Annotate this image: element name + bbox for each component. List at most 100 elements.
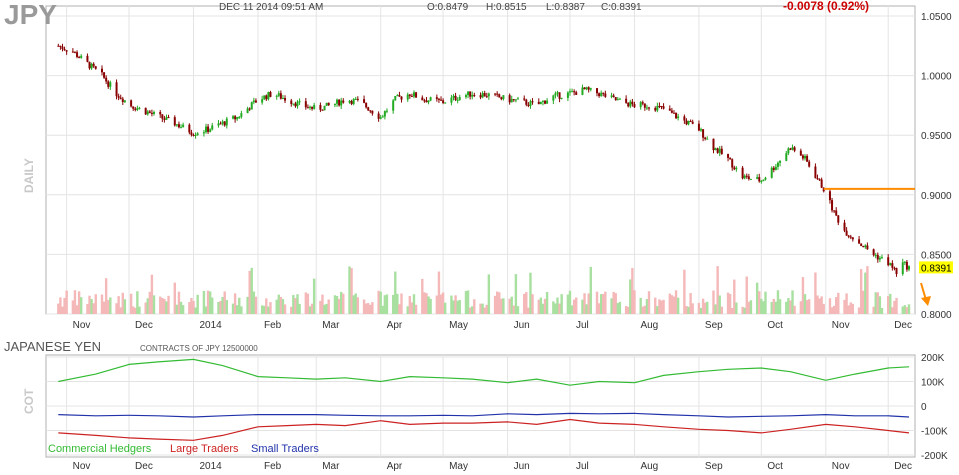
candle-body [63,49,66,51]
candle-body [290,100,293,104]
volume-bar [558,303,561,314]
candle-body [544,100,547,104]
volume-bar [342,293,345,314]
volume-bar [123,299,127,314]
volume-bar [587,293,590,314]
volume-bar [589,266,592,314]
volume-bar [131,306,135,314]
candle-body [365,102,368,108]
candle-body [369,110,372,112]
volume-bar [735,302,738,314]
candle-body [541,100,544,102]
candle-body [406,94,409,100]
candle-body [377,113,380,119]
price-y-tick-label: 0.8500 [921,250,952,261]
volume-bar [733,279,736,314]
candle-body [516,98,519,100]
candle-body [225,118,228,126]
candle-body [71,51,74,53]
candle-body [182,124,185,128]
candle-body [633,104,636,108]
candle-body [379,117,382,119]
volume-bar [57,303,60,314]
volume-bar [889,293,892,314]
volume-bar [179,301,183,314]
volume-bar [283,304,287,314]
volume-bar [872,306,875,314]
candle-body [874,255,877,257]
candle-body [514,99,517,101]
candle-body [843,222,846,231]
volume-bar [65,290,68,314]
candle-body [59,45,62,47]
volume-bar [364,303,368,314]
volume-bar [602,294,605,314]
volume-bar [843,299,846,314]
candle-body [612,95,615,98]
volume-bar [683,269,686,314]
candle-body [354,98,357,100]
volume-bar [706,301,709,314]
volume-bar [148,291,152,314]
volume-bar [381,305,384,314]
month-label-bottom: 2014 [200,461,223,472]
last-price-label: 0.8391 [921,263,952,274]
candle-body [629,101,632,107]
volume-bar [785,301,788,314]
candle-body [333,103,336,106]
volume-bar [674,290,678,314]
volume-bar [495,291,499,314]
candle-body [76,52,79,58]
candle-body [716,148,719,153]
candle-body [450,97,453,103]
candle-body [849,236,852,238]
cot-y-tick-label: -100K [921,427,948,438]
candle-body [383,111,386,117]
candle-body [668,108,671,111]
volume-bar [306,293,310,314]
volume-bar [327,299,330,314]
candle-body [188,124,191,133]
price-y-axis: 1.0500 1.0000 0.9500 0.9000 0.8500 0.8000 [921,12,952,321]
candle-body [284,98,287,101]
candle-body [785,153,788,161]
candle-body [161,114,164,119]
volume-bar [845,293,848,314]
volume-bar [454,295,457,314]
candle-body [180,127,183,129]
volume-bar [660,300,663,314]
candle-body [683,116,686,121]
volume-bar [290,306,293,314]
candle-body [277,93,280,96]
volume-bar [385,294,389,314]
candle-body [165,117,168,120]
candle-body [132,106,135,109]
candle-body [261,99,264,103]
volume-bar [77,291,81,314]
month-label-top: Nov [73,320,91,331]
volume-bar [177,291,181,314]
volume-bar [277,294,280,314]
candle-body [691,121,694,124]
candle-body [107,81,110,87]
candle-body [61,46,64,50]
candle-body [444,102,447,104]
volume-bar [437,271,441,314]
volume-bar [79,297,83,314]
candle-body [645,107,648,109]
candle-body [275,95,278,97]
candle-body [217,123,220,126]
candle-body [731,159,734,168]
candle-body [90,63,93,69]
candle-body [173,117,176,126]
volume-bar [720,306,724,314]
candle-body [496,93,499,95]
candle-body [144,107,147,115]
volume-bar [138,306,141,314]
candle-body [394,96,397,101]
candle-body [625,98,628,103]
volume-bar [312,278,316,314]
candle-body [675,112,678,119]
volume-bar [263,305,266,314]
volume-bar [891,307,894,314]
